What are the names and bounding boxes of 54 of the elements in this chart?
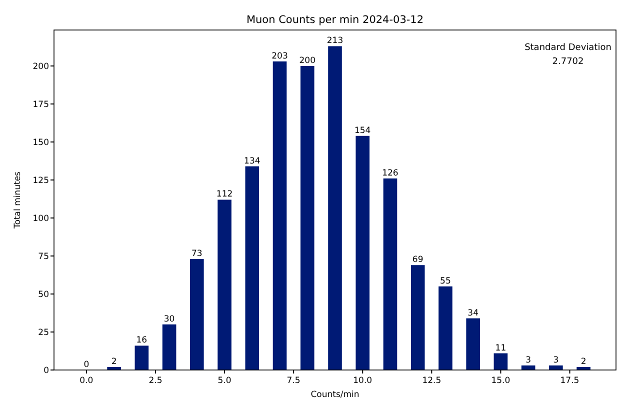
data-label: 34 <box>468 308 478 318</box>
data-label: 30 <box>164 314 175 324</box>
bar <box>190 259 204 370</box>
y-tick-label: 75 <box>38 252 49 262</box>
y-tick-label: 200 <box>32 62 49 72</box>
annotation: Standard Deviation 2.7702 <box>524 43 612 67</box>
x-tick-label: 5.0 <box>218 376 232 386</box>
y-tick-label: 25 <box>38 328 49 338</box>
y-tick-label: 50 <box>38 290 49 300</box>
bar <box>245 166 260 370</box>
bar <box>162 324 176 370</box>
data-label: 2 <box>111 356 117 367</box>
data-label: 69 <box>412 255 424 266</box>
bar <box>356 136 370 370</box>
data-label: 112 <box>216 190 233 200</box>
data-label: 203 <box>272 51 288 62</box>
data-label: 16 <box>136 336 148 346</box>
data-label: 213 <box>326 36 344 46</box>
bar <box>218 200 232 370</box>
bar <box>328 46 342 370</box>
data-label: 0 <box>84 360 90 370</box>
data-label: 126 <box>382 168 398 178</box>
bar <box>300 66 314 370</box>
data-label: 55 <box>440 276 451 286</box>
y-tick-label: 175 <box>32 100 49 110</box>
bar <box>134 346 149 370</box>
x-tick-label: 0.0 <box>80 376 94 386</box>
data-label: 2 <box>580 356 586 367</box>
bar <box>272 61 287 370</box>
data-label: 3 <box>553 355 559 366</box>
x-tick-label: 17.5 <box>560 376 580 386</box>
y-tick-label: 0 <box>44 366 49 376</box>
data-label: 11 <box>495 343 506 354</box>
x-tick-label: 2.5 <box>148 376 162 386</box>
y-tick-label: 150 <box>32 138 49 148</box>
bar <box>494 353 508 370</box>
x-tick-label: 10.0 <box>353 376 372 386</box>
data-label: 134 <box>244 156 260 166</box>
data-label: 3 <box>526 355 532 366</box>
y-axis-title: Total minutes <box>13 170 23 230</box>
bar <box>410 265 425 370</box>
y-tick-label: 125 <box>32 176 49 186</box>
x-axis-title: Counts/min <box>310 390 360 400</box>
bar <box>438 286 452 370</box>
x-tick-label: 12.5 <box>422 376 442 386</box>
bar <box>383 178 398 370</box>
data-label: 200 <box>299 56 316 66</box>
x-tick-label: 7.5 <box>286 376 300 386</box>
data-label: 73 <box>192 249 202 260</box>
data-label: 154 <box>354 126 371 136</box>
chart-title: Muon Counts per min 2024-03-12 <box>246 14 424 26</box>
x-tick-label: 15.0 <box>491 376 510 386</box>
y-tick-label: 100 <box>32 214 49 224</box>
bar <box>466 318 480 370</box>
